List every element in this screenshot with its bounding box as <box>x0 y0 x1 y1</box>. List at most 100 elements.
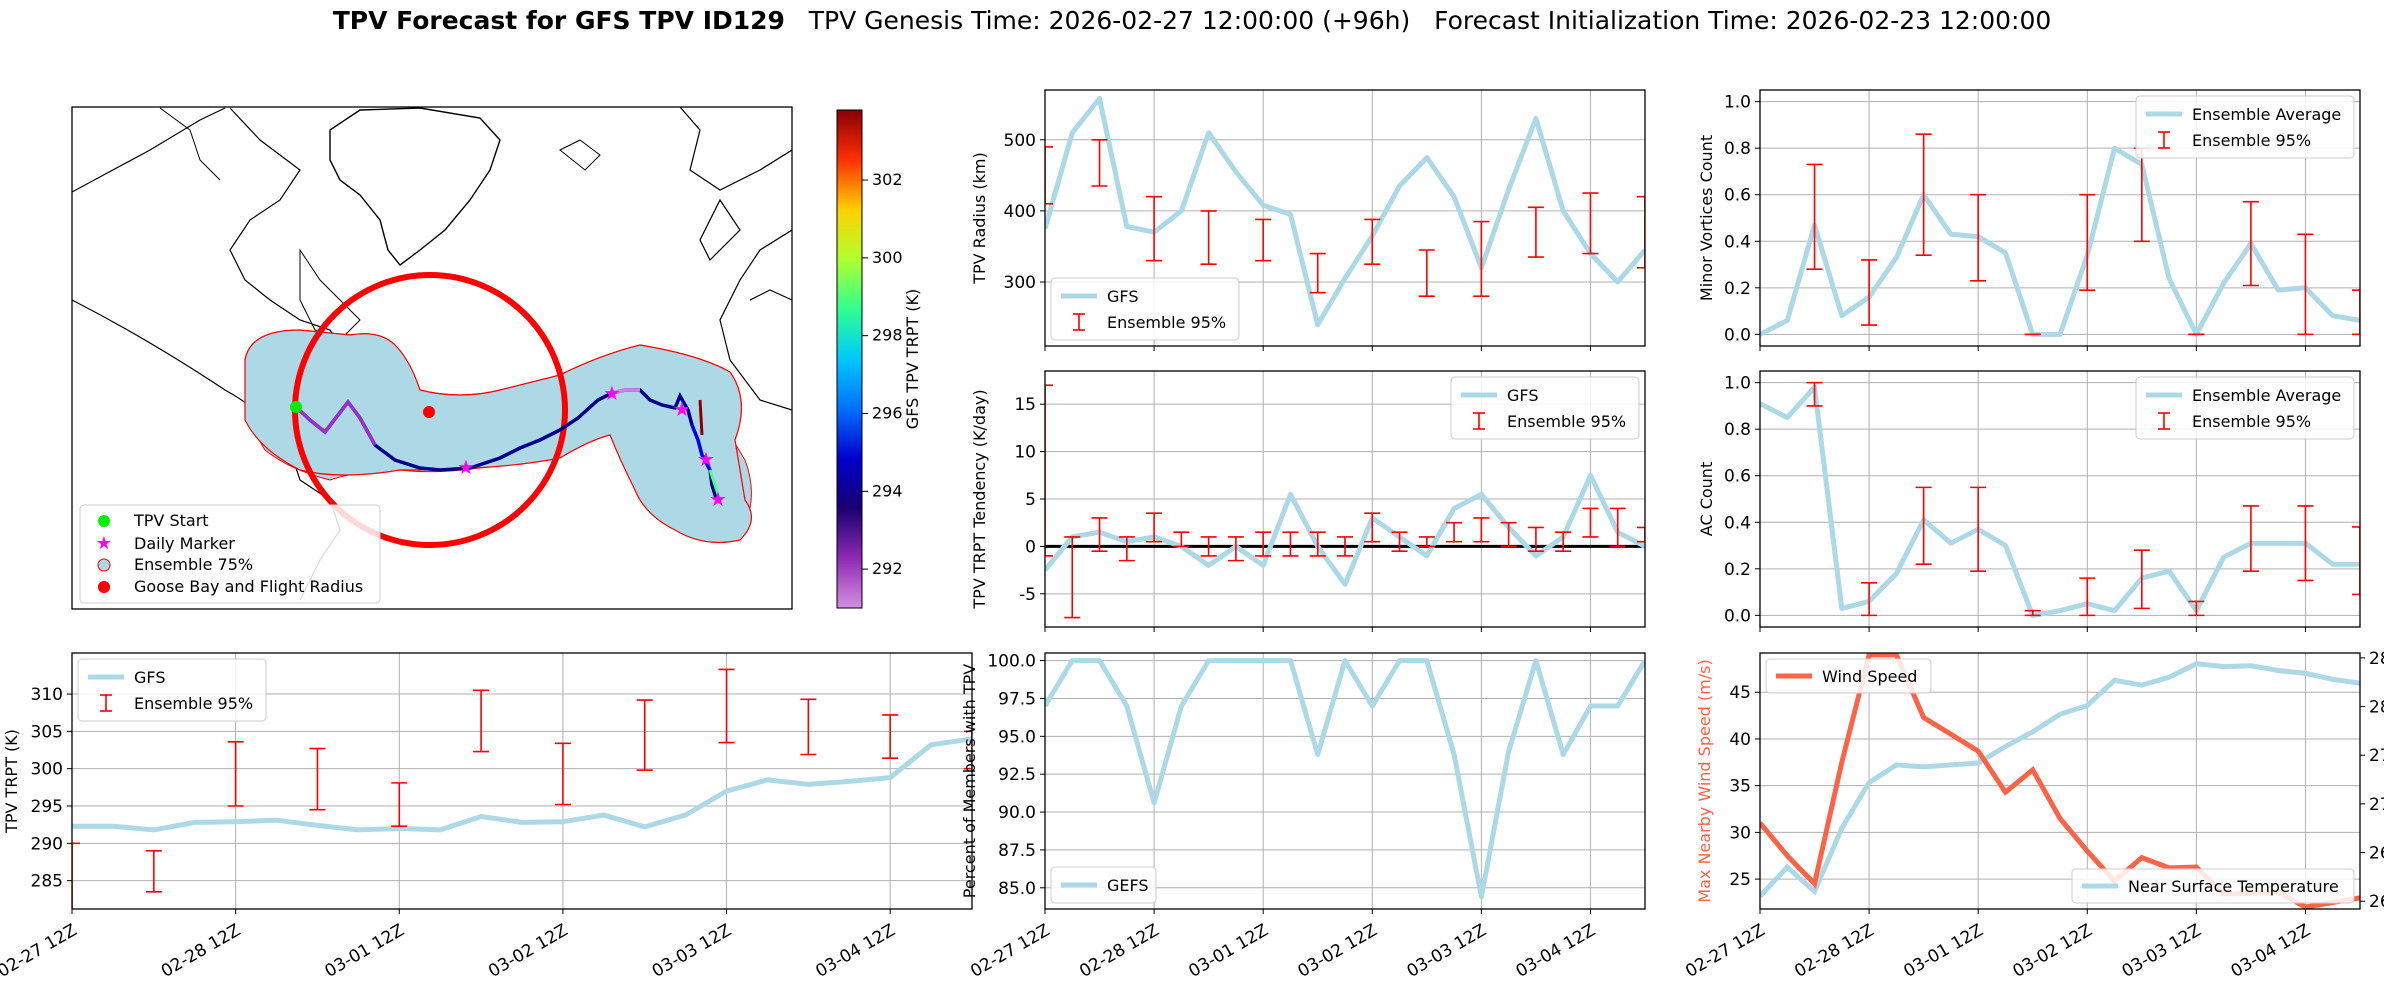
europe-coast <box>679 107 792 411</box>
ensemble-errorbar <box>1309 531 1326 557</box>
xtick-label: 03-03 12Z <box>2119 920 2205 981</box>
ensemble-errorbar <box>1970 486 1987 572</box>
ytick-label: 0.0 <box>1724 325 1751 345</box>
legend-label: Ensemble Average <box>2192 105 2341 124</box>
xtick-label: 02-27 12Z <box>1682 920 1768 981</box>
ytick-label: 40 <box>1729 730 1751 750</box>
chart-percent: 85.0 87.5 90.0 92.5 95.0 97.5 100.0 Percent of … <box>960 652 1646 982</box>
ensemble-errorbar <box>2079 193 2096 291</box>
ensemble-errorbar <box>1418 536 1435 548</box>
axes-frame <box>1044 89 1646 347</box>
map-panel: ★ ★ ★ ★ ★ TPV Start ★ Daily Marker Ensem… <box>71 106 922 610</box>
colorbar-label: GFS TPV TRPT (K) <box>903 289 922 429</box>
svg-text:★: ★ <box>457 455 475 479</box>
legend-label: Near Surface Temperature <box>2128 877 2339 896</box>
ensemble-errorbar <box>554 742 571 806</box>
ensemble-errorbar <box>1473 517 1490 543</box>
legend-label: Ensemble 95% <box>2192 412 2311 431</box>
ensemble-errorbar <box>1555 531 1572 552</box>
map-legend: TPV Start ★ Daily Marker Ensemble 75% Go… <box>79 504 381 604</box>
chart-wind: 25 30 35 40 45 Max Nearby Wind Speed (m/s) 02-… <box>1682 649 2384 982</box>
ensemble-errorbar <box>1861 259 1878 326</box>
ytick2-label: 265 <box>2369 844 2384 864</box>
ytick-label: -5 <box>1019 585 1036 605</box>
ytick-label: 400 <box>1004 202 1036 222</box>
ensemble-errorbar <box>1200 210 1217 266</box>
ytick-label: 285 <box>31 872 63 892</box>
ytick-label: 100.0 <box>987 652 1036 672</box>
svg-text:★: ★ <box>697 447 715 471</box>
ytick-label: 1.0 <box>1724 93 1751 113</box>
ensemble-errorbar <box>2352 526 2360 596</box>
chart-minor: 0.0 0.2 0.4 0.6 0.8 1.0 Minor Vortices Count En… <box>1697 89 2361 351</box>
ensemble-errorbar <box>1609 507 1626 548</box>
legend-box <box>1765 658 1932 694</box>
colorbar-tick-label: 302 <box>872 170 903 189</box>
ensemble-errorbar <box>2297 505 2314 582</box>
axes-frame <box>1759 89 2361 347</box>
ensemble-errorbar <box>1637 526 1645 543</box>
legend-label: Ensemble 95% <box>1107 313 1226 332</box>
ytick2-label: 285 <box>2369 649 2384 669</box>
legend-label: GFS <box>134 668 165 687</box>
chart-tendency: -5 0 5 10 15 TPV TRPT Tendency (K/day) GFS Ense… <box>970 370 1646 632</box>
legend: GFS Ensemble 95% <box>1050 277 1240 341</box>
gfs-line <box>72 736 972 833</box>
ytick-label: 0.4 <box>1724 232 1751 252</box>
legend-label: Ensemble 95% <box>134 694 253 713</box>
xtick-label: 02-28 12Z <box>1076 920 1162 981</box>
ytick-label: 290 <box>31 834 63 854</box>
ytick-label: 90.0 <box>998 803 1036 823</box>
ytick2-label: 275 <box>2369 746 2384 766</box>
legend: Ensemble Average Ensemble 95% <box>2135 95 2355 159</box>
ytick2-label: 280 <box>2369 698 2384 718</box>
colorbar-tick-label: 300 <box>872 248 903 267</box>
ylabel: TPV TRPT Tendency (K/day) <box>970 389 989 609</box>
ensemble-errorbar <box>227 741 244 807</box>
ytick-label: 305 <box>31 722 63 742</box>
axes-frame <box>1044 370 1646 628</box>
chart-radius: 300 400 500 TPV Radius (km) GFS Ensemble 95% <box>970 89 1646 351</box>
ytick-label: 10 <box>1014 443 1036 463</box>
colorbar: 292 294 296 298 300 302 GFS TPV TRPT (K) <box>836 109 922 609</box>
xtick-label: 03-02 12Z <box>1294 920 1380 981</box>
ensemble-errorbar <box>1391 531 1408 552</box>
ensemble-errorbar <box>1527 206 1544 258</box>
gfs-line <box>1045 472 1645 587</box>
ytick-label: 15 <box>1014 395 1036 415</box>
ensemble-errorbar <box>1118 536 1135 562</box>
ytick-label: 0.8 <box>1724 420 1751 440</box>
axes-frame <box>1759 370 2361 628</box>
legend-box <box>2071 868 2355 904</box>
legend-label: Wind Speed <box>1822 667 1917 686</box>
legend: Ensemble Average Ensemble 95% <box>2135 376 2355 440</box>
ytick-label: 0.6 <box>1724 467 1751 487</box>
ensemble-errorbar <box>1045 384 1053 557</box>
legend-start-icon <box>98 515 110 527</box>
ensemble-errorbar <box>2242 200 2259 287</box>
ytick-label: 300 <box>1004 273 1036 293</box>
ensemble-errorbar <box>1146 195 1163 262</box>
ensemble-errorbar <box>1227 536 1244 562</box>
colorbar-tick-label: 292 <box>872 559 903 578</box>
xtick-label: 03-04 12Z <box>1513 920 1599 981</box>
ytick-label: 295 <box>31 797 63 817</box>
legend-label: GFS <box>1507 386 1538 405</box>
map-legend-3: Goose Bay and Flight Radius <box>134 577 363 596</box>
ensemble-errorbar <box>1337 536 1353 557</box>
ensemble-errorbar <box>964 730 972 770</box>
xtick-label: 03-01 12Z <box>321 920 407 981</box>
temp-line <box>1760 661 2360 899</box>
ensemble-errorbar <box>145 849 162 893</box>
ensemble-errorbar <box>718 668 735 744</box>
ensemble-errorbar <box>882 714 899 760</box>
xtick-label: 03-01 12Z <box>1900 920 1986 981</box>
ensemble-errorbar <box>1282 531 1299 557</box>
ytick-label: 30 <box>1729 823 1751 843</box>
xtick-label: 03-02 12Z <box>2009 920 2095 981</box>
ensemble-errorbar <box>1255 218 1272 262</box>
svg-text:★: ★ <box>603 381 621 405</box>
ensemble-errorbar <box>2079 577 2096 617</box>
ytick-label: 0.8 <box>1724 139 1751 159</box>
chart-trpt: 285 290 295 300 305 310 TPV TRPT (K) 02-27 12Z 0… <box>0 652 973 982</box>
